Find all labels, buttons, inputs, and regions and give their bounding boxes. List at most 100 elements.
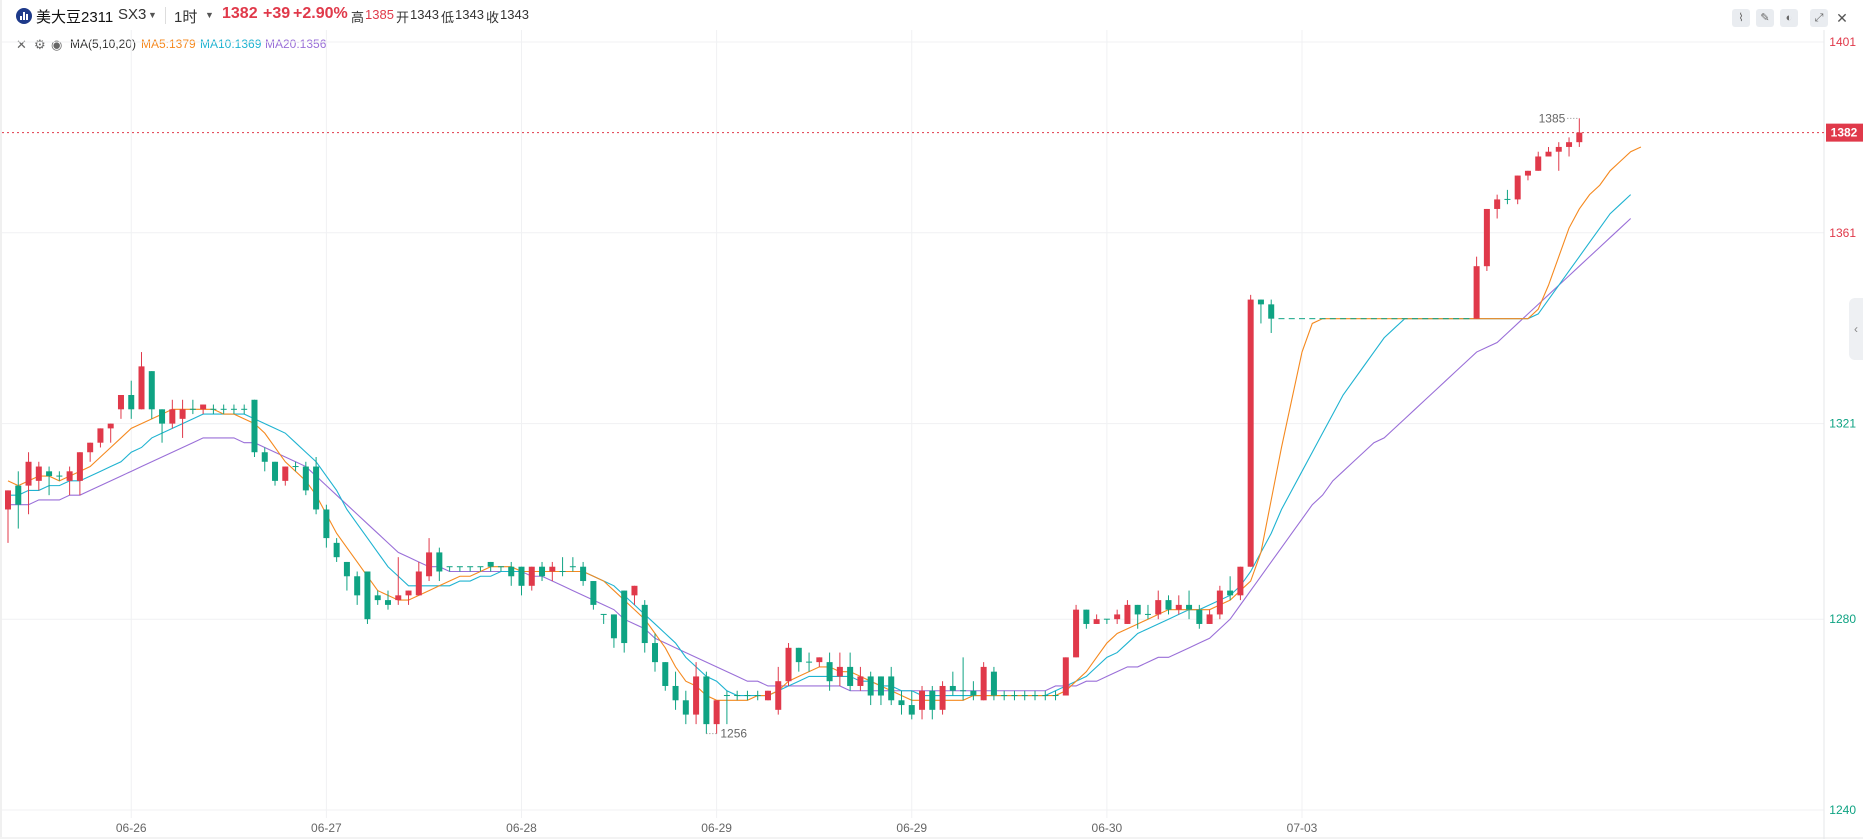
candle-body[interactable] bbox=[46, 471, 53, 477]
candle-body[interactable] bbox=[713, 700, 720, 725]
candle-body[interactable] bbox=[970, 690, 977, 696]
candle-body[interactable] bbox=[97, 428, 104, 443]
candle-body[interactable] bbox=[1463, 318, 1470, 320]
candle-body[interactable] bbox=[1494, 199, 1501, 209]
candle-body[interactable] bbox=[662, 662, 669, 686]
candle-body[interactable] bbox=[949, 685, 956, 691]
candle-body[interactable] bbox=[220, 408, 227, 410]
candle-body[interactable] bbox=[1011, 695, 1018, 697]
chevron-down-icon[interactable]: ▼ bbox=[148, 10, 157, 20]
candle-body[interactable] bbox=[1196, 609, 1203, 624]
chevron-left-icon[interactable]: ‹ bbox=[1849, 298, 1863, 360]
candle-body[interactable] bbox=[200, 404, 207, 410]
candle-body[interactable] bbox=[282, 466, 289, 481]
candle-body[interactable] bbox=[189, 408, 196, 410]
candle-body[interactable] bbox=[1329, 318, 1336, 320]
candle-body[interactable] bbox=[1350, 318, 1357, 320]
candle-body[interactable] bbox=[1545, 151, 1552, 157]
candle-body[interactable] bbox=[1411, 318, 1418, 320]
candle-body[interactable] bbox=[693, 676, 700, 715]
candle-body[interactable] bbox=[1268, 304, 1275, 319]
candle-body[interactable] bbox=[477, 566, 484, 568]
candle-body[interactable] bbox=[1206, 614, 1213, 624]
candle-body[interactable] bbox=[456, 566, 463, 568]
candle-body[interactable] bbox=[1319, 318, 1326, 320]
candle-body[interactable] bbox=[1227, 590, 1234, 596]
candle-body[interactable] bbox=[549, 566, 556, 572]
candle-body[interactable] bbox=[1381, 318, 1388, 320]
candle-body[interactable] bbox=[467, 566, 474, 568]
candle-body[interactable] bbox=[384, 600, 391, 605]
settings-icon[interactable]: ⚙ bbox=[34, 37, 46, 52]
candle-body[interactable] bbox=[877, 676, 884, 696]
candle-body[interactable] bbox=[1103, 618, 1110, 620]
chevron-down-icon[interactable]: ▼ bbox=[205, 10, 214, 20]
candle-body[interactable] bbox=[415, 571, 422, 596]
candle-body[interactable] bbox=[138, 366, 145, 410]
candle-body[interactable] bbox=[528, 566, 535, 586]
candle-body[interactable] bbox=[179, 409, 186, 419]
toggle-icon[interactable]: ◐ bbox=[1780, 9, 1798, 27]
candle-body[interactable] bbox=[230, 408, 237, 410]
candle-body[interactable] bbox=[1073, 609, 1080, 658]
candle-body[interactable] bbox=[1001, 695, 1008, 697]
candle-body[interactable] bbox=[1278, 318, 1285, 320]
candle-body[interactable] bbox=[374, 595, 381, 601]
candle-body[interactable] bbox=[313, 466, 320, 510]
candle-body[interactable] bbox=[272, 461, 279, 481]
candle-body[interactable] bbox=[25, 461, 32, 486]
candle-body[interactable] bbox=[1299, 318, 1306, 320]
candle-body[interactable] bbox=[1432, 318, 1439, 320]
candle-body[interactable] bbox=[1062, 657, 1069, 696]
candle-body[interactable] bbox=[395, 595, 402, 601]
candle-body[interactable] bbox=[1021, 695, 1028, 697]
candle-body[interactable] bbox=[364, 571, 371, 620]
candle-body[interactable] bbox=[939, 685, 946, 710]
symbol-name[interactable]: 美大豆2311 bbox=[36, 9, 114, 26]
candle-body[interactable] bbox=[990, 671, 997, 696]
candle-body[interactable] bbox=[888, 676, 895, 701]
candle-body[interactable] bbox=[1175, 604, 1182, 610]
candle-body[interactable] bbox=[1401, 318, 1408, 320]
candle-body[interactable] bbox=[631, 585, 638, 596]
candle-body[interactable] bbox=[836, 666, 843, 677]
close-indicator-icon[interactable]: ✕ bbox=[16, 37, 27, 52]
candle-body[interactable] bbox=[508, 566, 515, 577]
candle-body[interactable] bbox=[621, 590, 628, 644]
line-tool-icon[interactable]: ⌇ bbox=[1732, 9, 1750, 27]
candle-body[interactable] bbox=[775, 681, 782, 710]
candle-body[interactable] bbox=[795, 647, 802, 663]
candle-body[interactable] bbox=[35, 466, 42, 481]
candle-body[interactable] bbox=[723, 695, 730, 697]
candle-body[interactable] bbox=[5, 490, 11, 510]
candle-body[interactable] bbox=[76, 452, 83, 481]
candle-body[interactable] bbox=[241, 408, 248, 410]
candle-body[interactable] bbox=[436, 552, 443, 572]
candle-body[interactable] bbox=[497, 566, 504, 568]
candle-body[interactable] bbox=[1216, 590, 1223, 615]
candle-body[interactable] bbox=[898, 700, 905, 706]
candle-body[interactable] bbox=[1524, 170, 1531, 176]
period-selector[interactable]: 1时 bbox=[174, 9, 198, 26]
candle-body[interactable] bbox=[487, 561, 494, 567]
candle-body[interactable] bbox=[1453, 318, 1460, 320]
candle-body[interactable] bbox=[354, 576, 361, 596]
candle-body[interactable] bbox=[159, 409, 166, 424]
candle-body[interactable] bbox=[1309, 318, 1316, 320]
candle-body[interactable] bbox=[1186, 604, 1193, 610]
candle-body[interactable] bbox=[569, 566, 576, 568]
candle-body[interactable] bbox=[847, 666, 854, 686]
candle-body[interactable] bbox=[1288, 318, 1295, 320]
candle-body[interactable] bbox=[559, 570, 566, 572]
candle-body[interactable] bbox=[117, 394, 124, 410]
candle-body[interactable] bbox=[107, 423, 114, 429]
candle-body[interactable] bbox=[1360, 318, 1367, 320]
candle-body[interactable] bbox=[1237, 566, 1244, 596]
candle-body[interactable] bbox=[66, 471, 73, 481]
candle-body[interactable] bbox=[744, 695, 751, 697]
candle-body[interactable] bbox=[929, 690, 936, 710]
candle-body[interactable] bbox=[1114, 614, 1121, 620]
candle-body[interactable] bbox=[1535, 156, 1542, 171]
candle-body[interactable] bbox=[1032, 695, 1038, 697]
close-icon[interactable]: ✕ bbox=[1836, 10, 1848, 26]
